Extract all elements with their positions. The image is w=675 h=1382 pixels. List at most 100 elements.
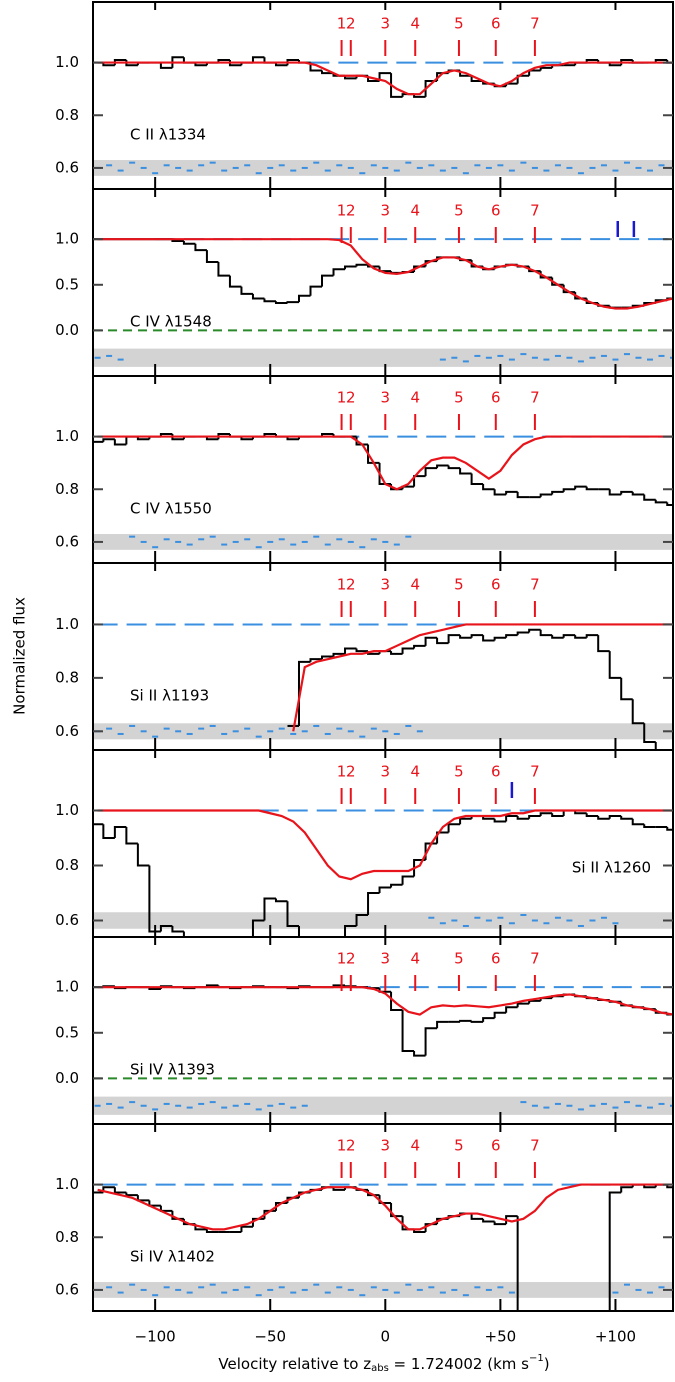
y-tick-label: 0.6 (55, 1280, 79, 1298)
flux-step (516, 816, 530, 820)
flux-step (217, 261, 230, 277)
flux-step (539, 66, 553, 71)
component-label: 5 (454, 950, 464, 968)
flux-step (125, 1192, 138, 1197)
flux-step (390, 883, 403, 888)
flux-step (401, 647, 415, 654)
flux-step (516, 491, 530, 499)
flux-step (620, 816, 633, 820)
component-label: 5 (454, 763, 464, 781)
flux-step (159, 62, 173, 69)
component-label: 4 (410, 202, 420, 220)
flux-step (528, 628, 541, 633)
flux-step (205, 1229, 219, 1233)
y-tick-label: 0.8 (55, 106, 79, 124)
flux-step (113, 1187, 127, 1194)
flux-step (666, 502, 673, 507)
flux-step (182, 240, 196, 245)
flux-step (102, 438, 115, 442)
flux-step (401, 1009, 415, 1053)
x-axis-label-mid: = 1.724002 (km s (389, 1355, 529, 1373)
flux-step (436, 831, 449, 844)
flux-step (493, 1011, 507, 1019)
y-tick-label: 1.0 (55, 53, 79, 71)
flux-step (470, 1020, 484, 1023)
flux-step (309, 285, 323, 296)
flux-step (482, 1017, 495, 1022)
flux-step (378, 72, 392, 82)
flux-step (355, 648, 369, 653)
flux-step (620, 1186, 633, 1193)
panel (93, 809, 673, 937)
flux-step (436, 1020, 449, 1029)
x-tick-label: +50 (485, 1328, 517, 1346)
flux-step (528, 815, 541, 819)
panel-frame (92, 1123, 674, 1312)
component-label: 7 (530, 202, 540, 220)
component-label: 1 (337, 1137, 347, 1155)
flux-step (125, 827, 138, 845)
y-tick-label: 1.0 (55, 801, 79, 819)
flux-step (528, 69, 541, 76)
flux-step (367, 892, 380, 915)
flux-step (516, 1216, 519, 1311)
component-label: 5 (454, 389, 464, 407)
flux-step (459, 817, 472, 825)
x-axis-label-end: ) (544, 1355, 550, 1373)
panel-label: C IV λ1550 (130, 499, 212, 517)
component-label: 2 (346, 950, 356, 968)
flux-step (562, 488, 576, 492)
flux-step (378, 886, 392, 893)
flux-step (459, 468, 472, 475)
panel (93, 984, 673, 1115)
component-label: 4 (410, 389, 420, 407)
flux-step (251, 56, 265, 63)
flux-step (470, 1213, 484, 1220)
panel (93, 1183, 673, 1311)
panel (93, 238, 673, 367)
y-tick-label: 0.0 (55, 321, 79, 339)
flux-step (378, 462, 392, 485)
y-tick-label: 0.6 (55, 532, 79, 550)
component-label: 5 (454, 202, 464, 220)
residual-band (93, 1096, 673, 1115)
flux-step (401, 875, 415, 885)
flux-step (182, 931, 185, 937)
panel-label: C II λ1334 (130, 125, 206, 143)
flux-step (539, 812, 553, 816)
y-tick-label: 1.0 (55, 427, 79, 445)
flux-step (551, 490, 564, 495)
flux-step (493, 636, 507, 641)
flux-step (585, 813, 599, 817)
component-label: 5 (454, 576, 464, 594)
component-label: 1 (337, 202, 347, 220)
flux-step (493, 1221, 507, 1226)
flux-step (355, 914, 369, 926)
component-label: 3 (381, 763, 391, 781)
flux-step (263, 298, 276, 303)
component-label: 2 (346, 1137, 356, 1155)
flux-step (505, 1006, 518, 1013)
flux-step (321, 274, 334, 287)
flux-step (631, 818, 645, 826)
x-axis-label: Velocity relative to zabs = 1.724002 (km… (218, 1353, 549, 1374)
component-label: 4 (410, 1137, 420, 1155)
component-label: 6 (491, 1137, 501, 1155)
component-label: 1 (337, 763, 347, 781)
x-tick-label: −50 (254, 1328, 286, 1346)
flux-step (528, 999, 541, 1004)
y-tick-label: 0.8 (55, 668, 79, 686)
component-label: 7 (530, 15, 540, 33)
model-line (292, 623, 673, 732)
flux-step (482, 483, 495, 491)
flux-step (159, 925, 173, 932)
flux-step (240, 286, 253, 295)
panel-label: C IV λ1548 (130, 312, 212, 330)
flux-step (171, 926, 184, 933)
flux-step (516, 1002, 530, 1008)
flux-step (493, 818, 507, 823)
flux-step (274, 301, 288, 305)
flux-step (643, 494, 656, 501)
flux-step (470, 473, 484, 485)
